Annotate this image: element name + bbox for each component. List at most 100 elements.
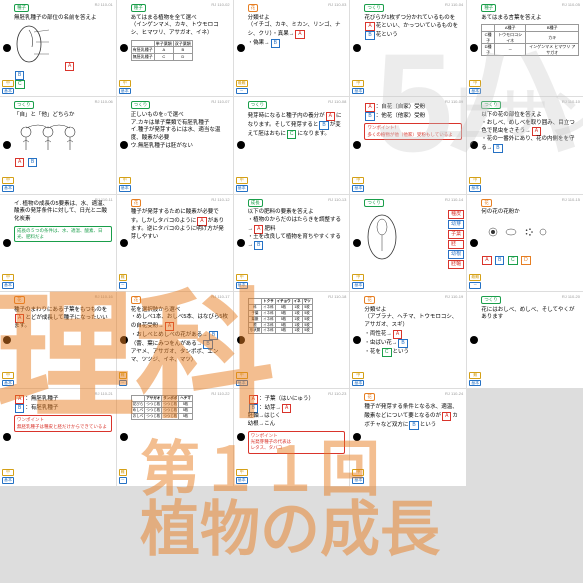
flashcard: RJ 110-16花種子のまわりにある子葉をもつものをAとどが成長して種子になっ… [0, 292, 116, 388]
punch-hole [120, 141, 128, 149]
flashcard: RJ 110-06つくり「自」と「他」どちらかA B中基本 [0, 97, 116, 193]
difficulty-badges: 中基本 [2, 274, 14, 289]
difficulty-badges: 中基本 [352, 177, 364, 192]
punch-hole [120, 239, 128, 247]
hint-box: ワンポイント！多くの植物が他（他家）受粉もしているよ [364, 123, 462, 140]
card-body: トクサイチョウイネマツ科イネ科5枚1枚5枚子葉イネ科5枚1枚5枚葉脈イネ科5枚1… [248, 298, 346, 334]
card-body: 以下の花の部位を答えよ・おしべ、めしべを取り囲み、目立つ色で昆虫をさそう→A・花… [481, 112, 579, 153]
card-id: RJ 110-04 [445, 2, 463, 8]
card-id: RJ 110-24 [445, 391, 463, 397]
seed-anatomy [364, 209, 409, 264]
card-id: RJ 110-13 [328, 197, 346, 203]
flashcard: RJ 110-15花何の花の花粉かA B C D最難－ [467, 195, 583, 291]
punch-hole [353, 239, 361, 247]
flashcard: RJ 110-21A：無胚乳種子B：有胚乳種子ワンポイント無胚乳種子は種皮と胚だ… [0, 389, 116, 485]
card-body: 種子が発芽するために酸素が必要です。しかしタバコのようにAがあります。逆にタバコ… [131, 209, 229, 241]
category-tag: つくり [14, 101, 34, 109]
card-body: 種子のまわりにある子葉をもつものをAとどが成長して種子になったいいます。 [14, 307, 112, 331]
difficulty-badges: 中基本 [236, 274, 248, 289]
seed-diagram [14, 22, 64, 67]
difficulty-badges: 難－ [119, 372, 127, 387]
punch-hole [237, 433, 245, 441]
difficulty-badges: 中基本 [2, 177, 14, 192]
difficulty-badges: 中基本 [352, 80, 364, 95]
card-id: RJ 110-06 [95, 99, 113, 105]
difficulty-badges: 中基本 [236, 469, 248, 484]
punch-hole [237, 239, 245, 247]
difficulty-badges: 中基本 [119, 177, 131, 192]
hint-box: ワンポイント光発芽種子の代表はレタス、タバコ [248, 431, 346, 454]
card-id: RJ 110-10 [562, 99, 580, 105]
flower-diagram [14, 120, 84, 155]
punch-hole [120, 336, 128, 344]
difficulty-badges: 中基本 [352, 372, 364, 387]
difficulty-badges: 中基本 [2, 80, 14, 95]
flashcard: RJ 110-08つくり発芽時になると種子内の養分がAになります。そして発芽する… [234, 97, 350, 193]
card-id: RJ 110-15 [562, 197, 580, 203]
hint-box: ワンポイント無胚乳種子は種皮と胚だけからできているよ [14, 415, 112, 432]
punch-hole [3, 239, 11, 247]
card-id: RJ 110-22 [211, 391, 229, 397]
category-tag: 花 [131, 199, 142, 207]
punch-hole [3, 44, 11, 52]
flashcard: RJ 110-05 種子あてはまる言葉を答えよA種子B種子C種子トウモロコシ イネ… [467, 0, 583, 96]
category-tag: つくり [131, 101, 151, 109]
data-table: A種子B種子C種子トウモロコシ イネカキD種子－インゲンマメ ヒマワリ アサガオ [481, 24, 579, 56]
card-id: RJ 110-11 [95, 197, 113, 203]
punch-hole [353, 336, 361, 344]
category-tag: つくり [364, 199, 384, 207]
difficulty-badges: 中基本 [2, 469, 14, 484]
card-id: RJ 110-14 [445, 197, 463, 203]
difficulty-badges: 難－ [119, 274, 127, 289]
card-body: A：無胚乳種子B：有胚乳種子 [14, 395, 112, 413]
difficulty-badges: 中基本 [2, 372, 14, 387]
difficulty-badges: 最難－ [469, 274, 481, 289]
punch-hole [353, 44, 361, 52]
card-id: RJ 110-01 [95, 2, 113, 8]
card-id: RJ 110-23 [328, 391, 346, 397]
data-table: 単子葉類双子葉類有胚乳種子AB無胚乳種子CD [131, 40, 193, 61]
card-id: RJ 110-17 [211, 294, 229, 300]
difficulty-badges: 中基本 [352, 274, 364, 289]
category-tag: 花 [131, 296, 142, 304]
punch-hole [3, 141, 11, 149]
category-tag: 種子 [481, 4, 496, 12]
card-body: A：自花（自家）受粉B：他花（他家）受粉 [364, 103, 462, 121]
punch-hole [120, 433, 128, 441]
punch-hole [470, 141, 478, 149]
punch-hole [237, 44, 245, 52]
flashcard: RJ 110-03花分類せよ（イチゴ、カキ、ミカン、リンゴ、ナシ、クリ）・真果→… [234, 0, 350, 96]
card-body: イ. 植物の成長の5要素は、水、適温、酸素の発芽条件に対して、日光と二酸化炭素 [14, 201, 112, 224]
difficulty-badges: 中基本 [236, 372, 248, 387]
punch-hole [120, 44, 128, 52]
comparison-table: トクサイチョウイネマツ科イネ科5枚1枚5枚子葉イネ科5枚1枚5枚葉脈イネ科5枚1… [248, 298, 313, 334]
flashcard: RJ 110-13成長以下の肥料の要素を答えよ・植物のからだのはたらきを調整する… [234, 195, 350, 291]
card-body: あてはまる植物を全て選べ（インゲンマメ、カキ、トウモロコシ、ヒマワリ、アサガオ、… [131, 15, 229, 61]
card-body: 何の花の花粉かA B C D [481, 209, 579, 264]
category-tag: つくり [364, 4, 384, 12]
flashcard: RJ 110-10つくり以下の花の部位を答えよ・おしべ、めしべを取り囲み、目立つ… [467, 97, 583, 193]
category-tag: 成長 [248, 199, 263, 207]
card-body: 種皮幼芽子葉胚幼根胚軸 [364, 209, 462, 268]
card-id: RJ 110-05 [562, 2, 580, 8]
card-id: RJ 110-09 [445, 99, 463, 105]
card-body: 花を選択肢から選べ・めしべ1本、おしべ5本、はなびら5枚の自花受粉→A・おしべと… [131, 307, 229, 365]
flashcard: RJ 110-22 アサガオタンポポヘチマ花びらつつじ枚つつじ枚5枚めしべつつじ枚… [117, 389, 233, 485]
card-id: RJ 110-16 [95, 294, 113, 300]
flashcard: RJ 110-01種子無胚乳種子の部位の名前を答えよABC中基本 [0, 0, 116, 96]
difficulty-badges: 中基本 [352, 469, 364, 484]
card-id: RJ 110-03 [328, 2, 346, 8]
card-id: RJ 110-19 [445, 294, 463, 300]
flashcard: RJ 110-12花種子が発芽するために酸素が必要です。しかしタバコのようにAが… [117, 195, 233, 291]
flashcard: RJ 110-11イ. 植物の成長の5要素は、水、適温、酸素の発芽条件に対して、… [0, 195, 116, 291]
comparison-table: アサガオタンポポヘチマ花びらつつじ枚つつじ枚5枚めしべつつじ枚つつじ枚5枚おしべ… [131, 395, 193, 420]
card-id: RJ 110-18 [328, 294, 346, 300]
card-id: RJ 110-08 [328, 99, 346, 105]
difficulty-badges: 中基本 [119, 80, 131, 95]
punch-hole [237, 141, 245, 149]
card-body: あてはまる言葉を答えよA種子B種子C種子トウモロコシ イネカキD種子－インゲンマ… [481, 15, 579, 57]
punch-hole [3, 433, 11, 441]
difficulty-badges: 最難－ [236, 80, 248, 95]
flashcard: RJ 110-07つくり正しいものを○で選べア.カキは単子葉類で有胚乳種子イ.種… [117, 97, 233, 193]
difficulty-badges: 中基本 [469, 177, 481, 192]
